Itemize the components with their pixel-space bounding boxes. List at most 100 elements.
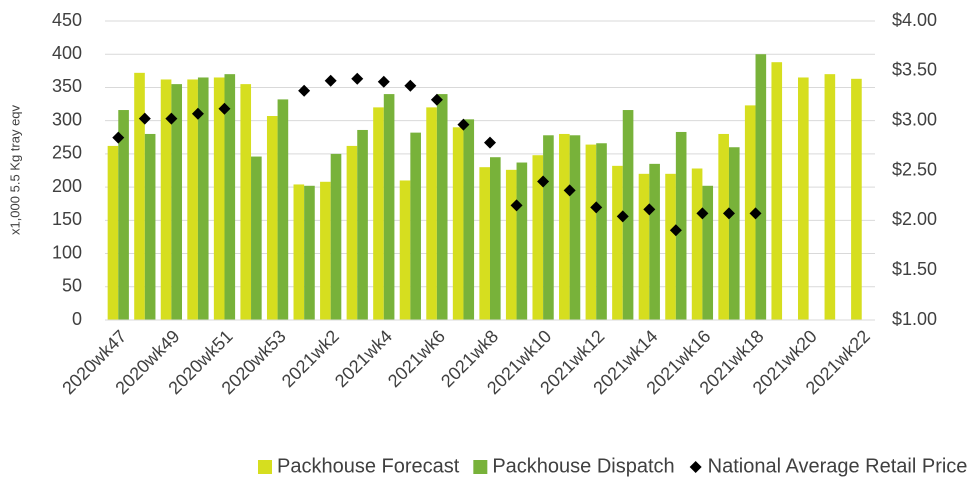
bar [410,132,421,320]
price-marker [616,210,629,223]
bar [691,168,703,320]
bar [851,78,862,320]
price-marker [138,112,151,125]
price-marker [191,107,204,120]
x-tick-label: 2021wk6 [384,326,449,391]
legend-swatch [258,460,272,474]
bar [293,184,305,320]
bar [728,147,740,320]
bar [463,119,475,321]
bar [266,116,278,320]
bar [649,163,660,320]
x-tick-label: 2021wk4 [331,326,396,391]
price-marker [404,79,417,92]
bar [585,144,597,320]
bar [346,145,358,320]
bar [330,153,342,320]
bar [426,107,437,320]
bar [436,94,448,320]
price-marker [298,84,311,97]
bar [569,135,581,320]
bar [277,99,289,320]
price-marker [324,74,337,87]
bar [675,131,687,320]
bar [516,162,528,320]
bar [596,143,607,320]
y2-tick-label: $2.50 [892,159,937,179]
bar [134,72,145,321]
bar [559,133,570,320]
y2-tick-label: $4.00 [892,10,937,30]
y-tick-label: 200 [52,176,82,196]
y-tick-label: 450 [52,10,82,30]
bar [798,77,809,320]
y-tick-label: 400 [52,43,82,63]
bar [357,129,368,320]
y2-tick-label: $1.00 [892,309,937,329]
price-marker [563,184,576,197]
bar [171,84,182,320]
price-marker [484,136,496,149]
bar [224,74,236,321]
bar [665,173,676,320]
y2-tick-label: $3.00 [892,109,937,129]
legend-label: National Average Retail Price [708,455,968,477]
legend-swatch [473,460,488,474]
legend-label: Packhouse Dispatch [492,455,674,477]
price-marker [457,118,470,131]
y-tick-label: 250 [52,143,82,163]
bar [612,165,623,320]
price-marker [430,93,443,106]
price-marker [377,75,390,88]
bar [452,127,464,320]
legend-label: Packhouse Forecast [277,455,460,477]
bar [304,185,315,320]
bar [479,167,490,320]
y-axis-label: x1,000 5.5 Kg tray eqv [7,104,22,235]
bar [160,79,172,321]
bar [240,84,252,320]
y-tick-label: 0 [72,309,82,329]
price-marker [112,131,125,144]
bar [505,169,517,320]
bar [702,185,714,320]
price-marker [218,102,231,115]
bar [543,135,554,320]
bar [771,62,783,320]
y-tick-label: 100 [52,242,82,262]
bar [638,173,650,320]
bar [187,79,198,321]
bar [251,156,262,320]
y-tick-label: 50 [62,276,82,296]
price-marker [669,224,682,237]
bar [373,107,384,320]
y2-tick-label: $1.50 [892,259,937,279]
legend-swatch [689,461,702,473]
bar [824,74,836,321]
bar [399,180,411,320]
price-marker [749,207,762,220]
price-marker [696,207,709,220]
bar [197,77,209,320]
x-tick-label: 2021wk2 [278,326,343,391]
bar [490,157,501,320]
y-tick-label: 300 [52,109,82,129]
y2-tick-label: $2.00 [892,209,937,229]
price-marker [165,112,178,125]
bar [622,110,634,320]
bar [213,77,225,320]
bar [118,110,129,320]
bar [532,155,544,320]
bar [144,133,156,320]
bar [718,133,729,320]
bar [383,94,395,320]
y-tick-label: 150 [52,209,82,229]
price-marker [722,207,735,220]
price-marker [643,203,656,216]
bar [320,181,331,320]
bar [755,54,767,320]
y-tick-label: 350 [52,76,82,96]
price-marker [510,199,523,212]
price-marker [590,201,603,214]
